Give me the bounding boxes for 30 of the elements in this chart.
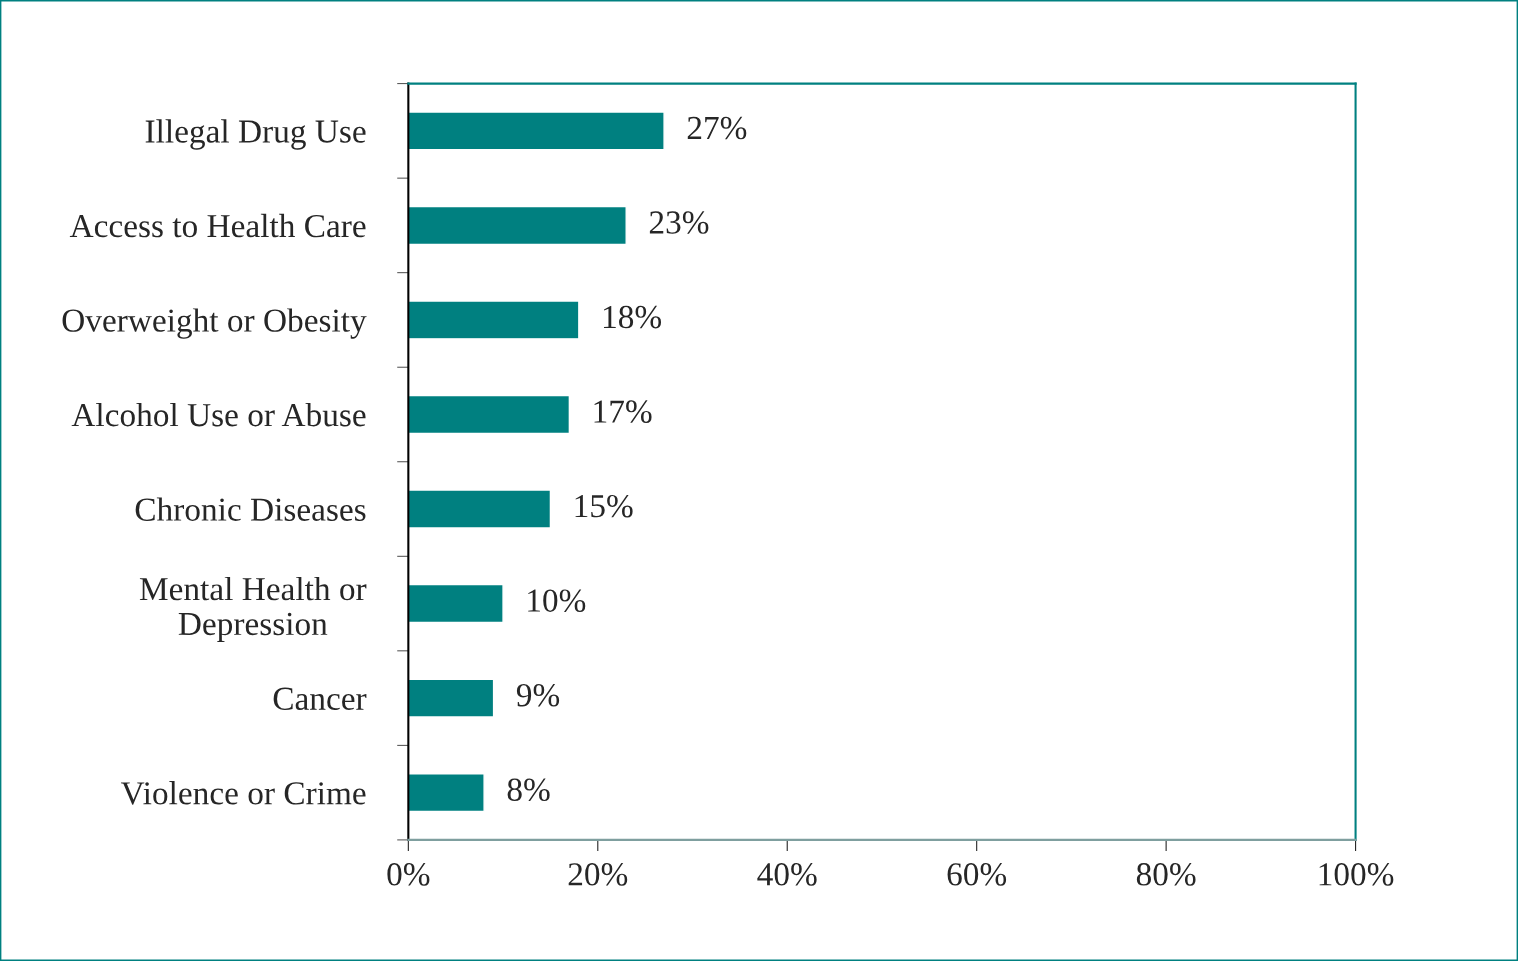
y-tick-label: Chronic Diseases bbox=[135, 497, 366, 521]
y-tick-label: Mental Health or Depression bbox=[139, 576, 367, 642]
y-tick-label: Overweight or Obesity bbox=[62, 308, 367, 339]
bar bbox=[408, 678, 495, 718]
y-tick-label: Violence or Crime bbox=[120, 781, 366, 805]
y-tick-label: Cancer bbox=[273, 687, 367, 710]
bar bbox=[408, 773, 485, 813]
bar bbox=[408, 205, 627, 246]
bar bbox=[408, 300, 580, 340]
y-tick-label: Illegal Drug Use bbox=[145, 119, 366, 150]
bar bbox=[408, 394, 571, 435]
data-label: 18% bbox=[604, 305, 662, 329]
x-tick-label: 60% bbox=[947, 863, 1007, 886]
bar bbox=[408, 583, 504, 624]
data-label: 10% bbox=[528, 589, 586, 613]
x-tick-label: 40% bbox=[757, 863, 817, 886]
y-tick-label: Access to Health Care bbox=[69, 213, 366, 238]
data-label: 17% bbox=[594, 400, 652, 423]
x-tick-label: 0% bbox=[387, 863, 430, 886]
bar bbox=[408, 489, 552, 529]
bar bbox=[408, 111, 665, 151]
x-tick-label: 20% bbox=[568, 863, 628, 886]
x-tick-label: 80% bbox=[1136, 863, 1196, 886]
data-label: 8% bbox=[507, 778, 550, 802]
data-label: 9% bbox=[516, 683, 560, 707]
x-tick-label: 100% bbox=[1319, 863, 1394, 886]
data-label: 15% bbox=[575, 494, 633, 518]
data-label: 27% bbox=[687, 116, 747, 140]
y-tick-label: Alcohol Use or Abuse bbox=[71, 402, 366, 427]
data-label: 23% bbox=[649, 211, 709, 234]
